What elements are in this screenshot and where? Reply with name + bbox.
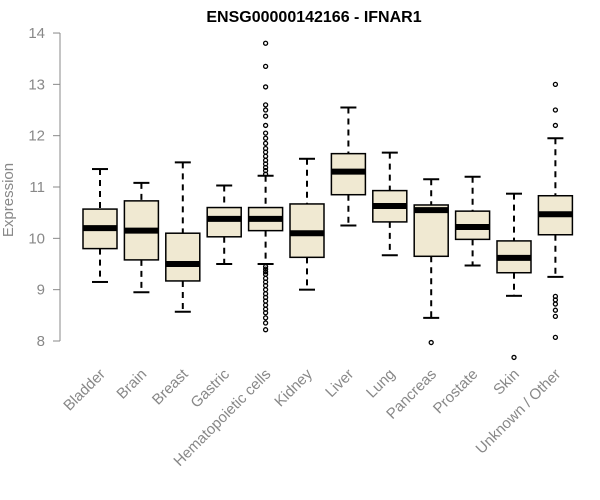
outlier-point [262, 164, 269, 171]
outlier-point [262, 315, 269, 321]
outlier-point [262, 84, 269, 90]
y-tick-label: 11 [29, 179, 45, 196]
box-unknown-other [537, 81, 574, 341]
box-breast [165, 161, 201, 313]
outlier-point [262, 320, 269, 326]
outlier-point [428, 339, 434, 346]
chart-title: ENSG00000142166 - IFNAR1 [206, 9, 421, 26]
y-tick-label: 8 [37, 333, 45, 350]
outlier-point [262, 282, 269, 289]
outlier-point [262, 149, 269, 155]
box-liver [330, 106, 367, 227]
outlier-point [262, 310, 269, 316]
iqr-box [413, 204, 449, 258]
box-skin [496, 192, 532, 361]
outlier-point [262, 40, 269, 46]
box-lung [372, 151, 408, 257]
outlier-point [262, 130, 269, 136]
outlier-point [552, 313, 559, 320]
y-tick-label: 10 [28, 230, 45, 247]
outlier-point [552, 307, 559, 313]
outlier-point [552, 301, 559, 307]
x-tick-label: Lung [363, 366, 399, 402]
x-tick-label: Liver [322, 366, 357, 401]
outlier-point [262, 171, 269, 177]
box-hematopoietic-cells [247, 40, 284, 333]
outlier-point [262, 263, 269, 270]
outlier-point [511, 354, 517, 361]
box-pancreas [413, 178, 449, 346]
outlier-point [262, 107, 269, 113]
iqr-box [165, 232, 201, 282]
outlier-point [262, 287, 269, 293]
x-tick-label: Brain [113, 366, 150, 403]
outlier-point [262, 302, 269, 308]
y-tick-label: 14 [28, 25, 45, 42]
box-gastric [206, 184, 242, 266]
outlier-point [552, 107, 559, 113]
iqr-box [206, 206, 242, 238]
x-tick-label: Bladder [60, 366, 109, 415]
outlier-point [262, 102, 269, 108]
y-axis-label: Expression [0, 163, 17, 237]
outlier-point [552, 334, 559, 341]
outlier-point [552, 81, 559, 87]
outlier-point [262, 140, 269, 147]
y-tick-label: 13 [28, 76, 45, 93]
outlier-point [262, 113, 269, 119]
x-tick-label: Prostate [430, 366, 482, 418]
box-kidney [289, 157, 325, 291]
box-prostate [454, 175, 491, 267]
y-tick-label: 12 [28, 128, 45, 145]
outlier-point [262, 327, 269, 333]
outlier-point [262, 153, 269, 159]
box-bladder [82, 168, 118, 283]
outlier-point [552, 297, 559, 303]
outlier-point [552, 122, 559, 129]
y-axis: 8 9 10 11 12 13 14 [28, 25, 61, 350]
outlier-point [262, 266, 269, 272]
x-tick-label: Breast [149, 365, 192, 408]
x-tick-label: Skin [490, 366, 523, 399]
x-tick-label: Kidney [271, 365, 316, 410]
outlier-point [262, 135, 269, 141]
outlier-point [262, 63, 269, 70]
box-brain [123, 181, 160, 294]
boxes-group [82, 40, 574, 361]
y-tick-label: 9 [37, 282, 45, 299]
outlier-point [262, 269, 269, 275]
outlier-point [262, 122, 269, 129]
outlier-point [262, 298, 269, 304]
